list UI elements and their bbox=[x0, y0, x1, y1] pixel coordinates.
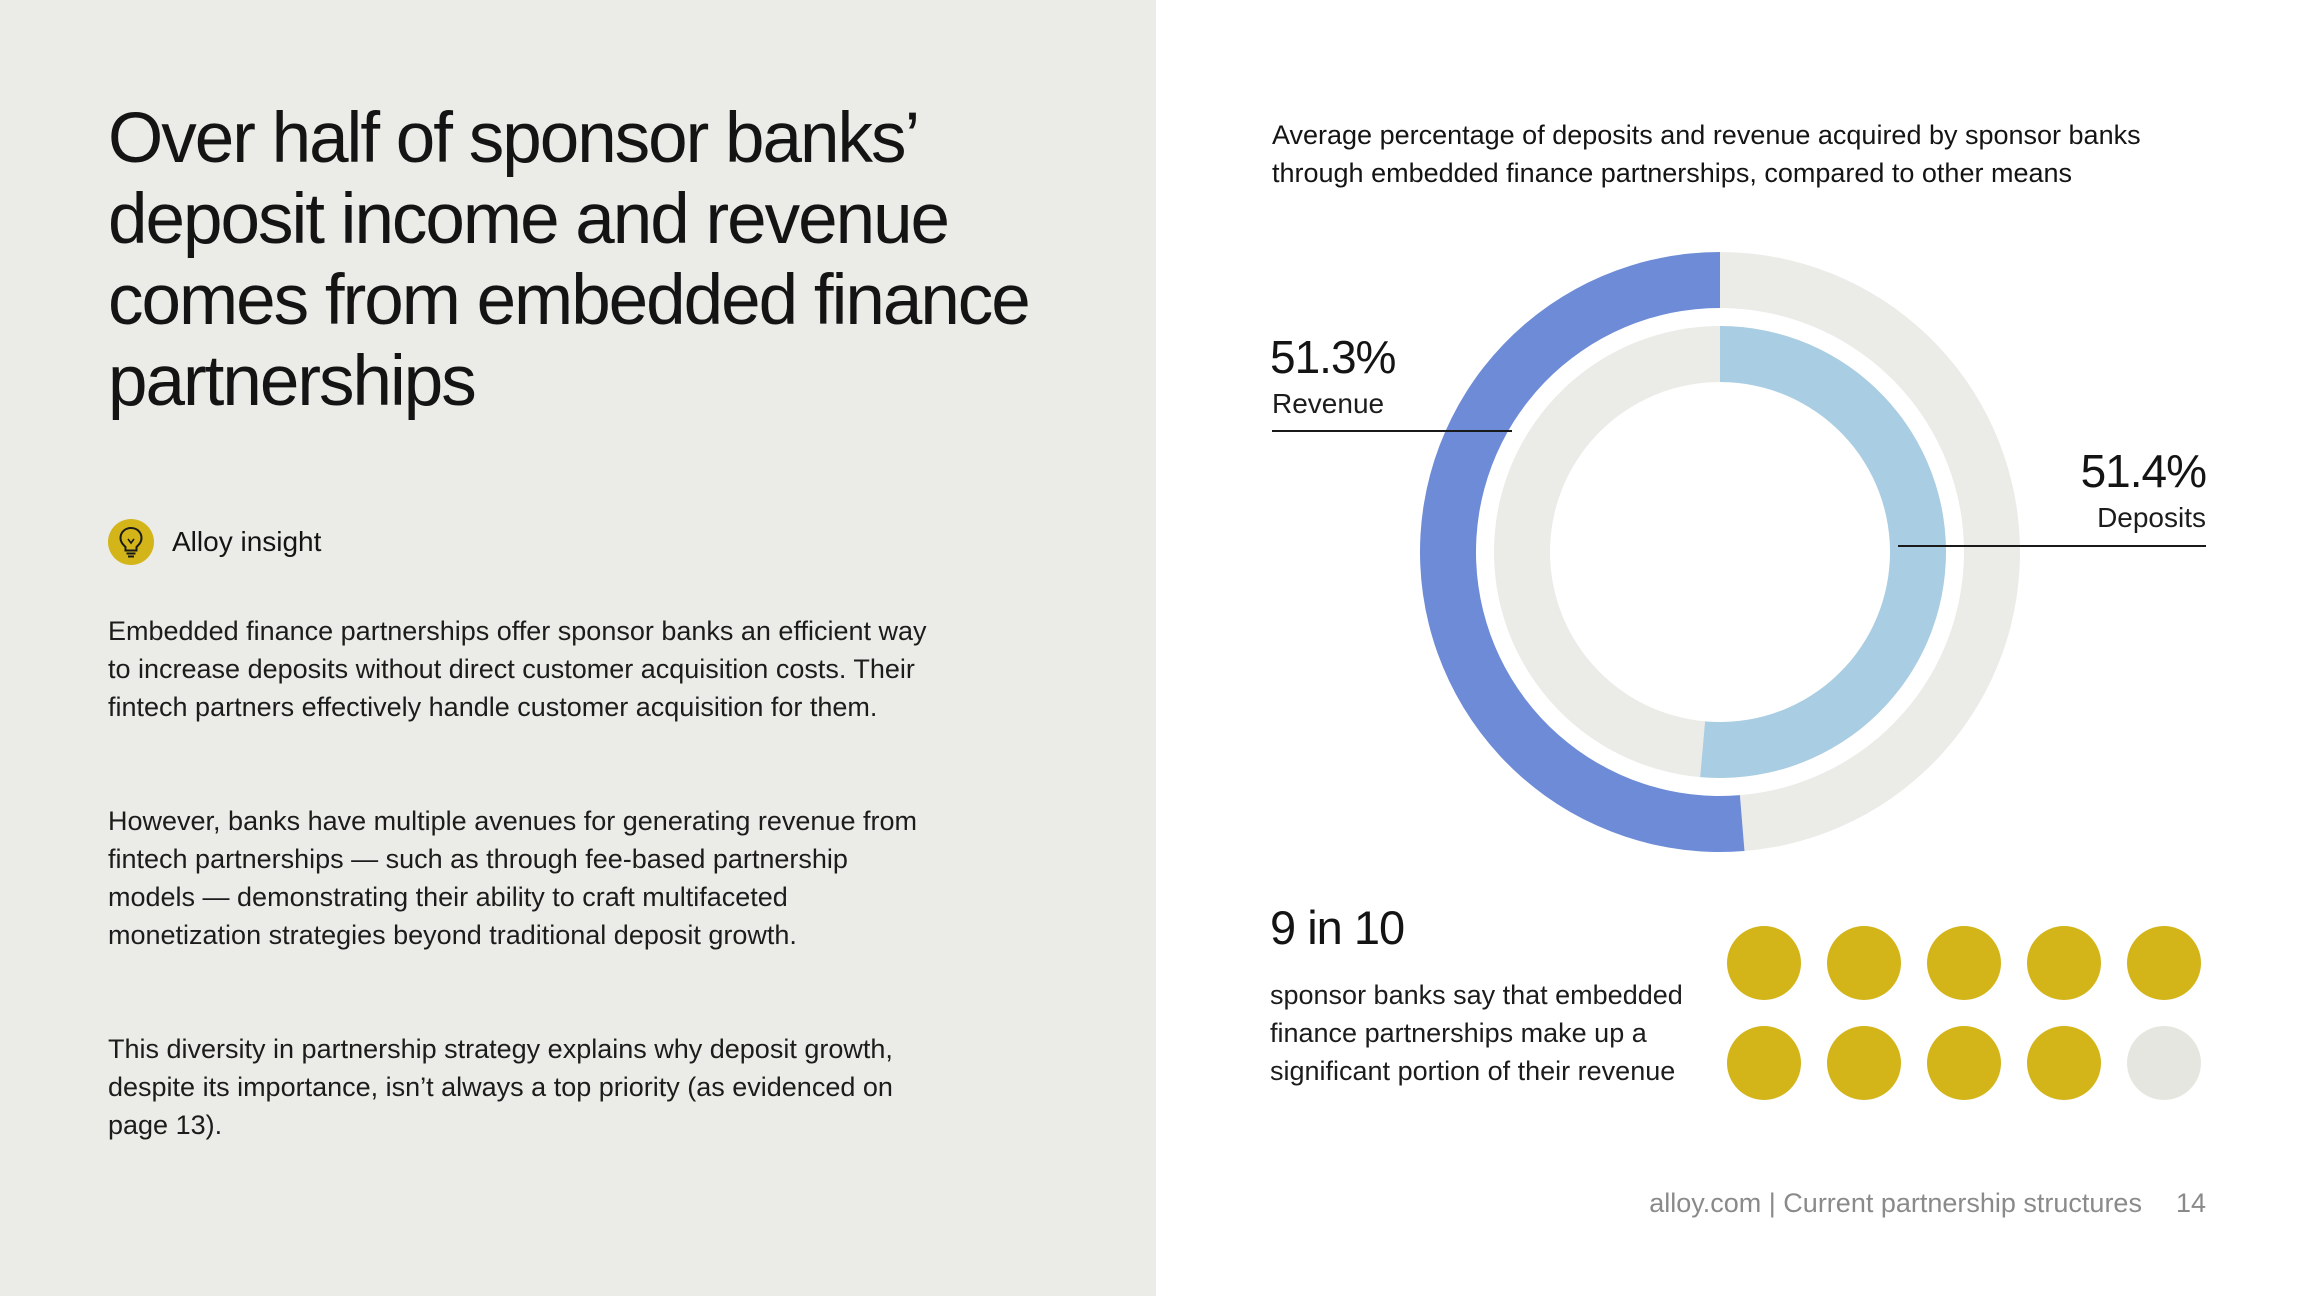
deposits-leader-line bbox=[1898, 545, 2206, 547]
deposits-arc bbox=[1700, 326, 1946, 778]
left-panel bbox=[0, 0, 1156, 1296]
deposits-value: 51.4% bbox=[2080, 445, 2207, 497]
filled-dot bbox=[2027, 1026, 2101, 1100]
deposits-remainder-arc bbox=[1493, 326, 1720, 778]
stat-description: sponsor banks say that embedded finance … bbox=[1270, 980, 1683, 1086]
lightbulb-icon bbox=[108, 519, 154, 565]
filled-dot bbox=[1727, 926, 1801, 1000]
insight-row: Alloy insight bbox=[108, 518, 321, 566]
footer-source: alloy.com | Current partnership structur… bbox=[1649, 1188, 2142, 1218]
body-paragraph-3: This diversity in partnership strategy e… bbox=[108, 1034, 893, 1140]
filled-dot bbox=[1727, 1026, 1801, 1100]
revenue-leader-line bbox=[1272, 430, 1512, 432]
pictograph-dots bbox=[1727, 926, 2201, 1100]
filled-dot bbox=[1927, 1026, 2001, 1100]
filled-dot bbox=[1827, 926, 1901, 1000]
deposits-label: Deposits bbox=[2097, 502, 2206, 533]
filled-dot bbox=[2127, 926, 2201, 1000]
page-number: 14 bbox=[2175, 1188, 2206, 1218]
body-paragraph-2: However, banks have multiple avenues for… bbox=[108, 806, 917, 950]
revenue-arc bbox=[1420, 252, 1745, 852]
chart-title: Average percentage of deposits and reven… bbox=[1272, 120, 2141, 188]
nested-donut-chart bbox=[1420, 252, 2020, 852]
filled-dot bbox=[1827, 1026, 1901, 1100]
insight-label: Alloy insight bbox=[172, 526, 322, 557]
body-paragraph-1: Embedded finance partnerships offer spon… bbox=[108, 616, 927, 722]
revenue-value: 51.3% bbox=[1270, 331, 1396, 383]
filled-dot bbox=[1927, 926, 2001, 1000]
page-headline: Over half of sponsor banks’ deposit inco… bbox=[108, 99, 1031, 421]
revenue-label: Revenue bbox=[1272, 388, 1385, 419]
stat-headline: 9 in 10 bbox=[1270, 901, 1405, 954]
footer: alloy.com | Current partnership structur… bbox=[1649, 1188, 2206, 1219]
revenue-remainder-arc bbox=[1720, 252, 2020, 851]
filled-dot bbox=[2027, 926, 2101, 1000]
empty-dot bbox=[2127, 1026, 2201, 1100]
